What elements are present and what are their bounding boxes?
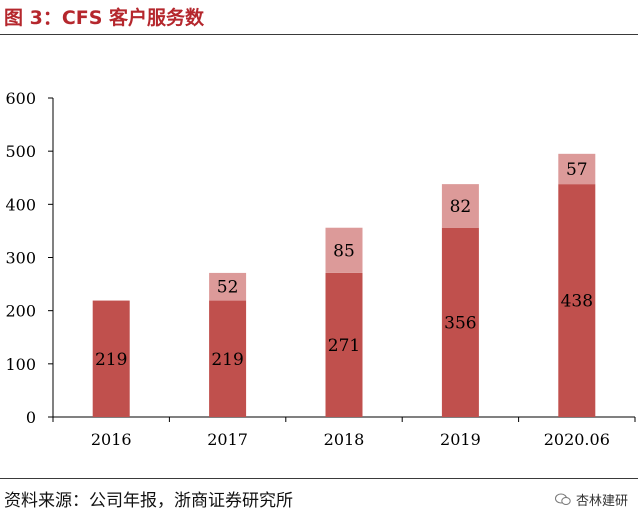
- y-tick-label: 200: [5, 302, 36, 321]
- y-tick-label: 400: [5, 195, 36, 214]
- x-tick-label: 2018: [324, 430, 365, 449]
- y-tick-label: 600: [5, 89, 36, 108]
- bar-increment: [558, 153, 596, 185]
- data-label-increment: 85: [333, 241, 355, 261]
- bar-base: [92, 300, 130, 417]
- stacked-bar-chart: 0 100 200 300 400 500 600 2016 2017 2018 2019 2020…: [5, 89, 636, 449]
- data-label-base: 271: [328, 336, 360, 356]
- watermark: 杏林建研: [554, 490, 628, 509]
- x-tick-label: 2019: [440, 430, 481, 449]
- data-label-increment: 52: [217, 278, 239, 298]
- y-tick-label: 0: [26, 408, 36, 427]
- y-tick-label: 300: [5, 249, 36, 268]
- y-axis: 0 100 200 300 400 500 600: [5, 89, 54, 427]
- x-axis: 2016 2017 2018 2019 2020.06: [52, 416, 636, 449]
- data-label-base: 219: [211, 350, 243, 370]
- y-tick-label: 500: [5, 142, 36, 161]
- figure-title: 图 3：CFS 客户服务数: [4, 7, 205, 29]
- title-divider: [0, 34, 638, 35]
- x-tick-label: 2020.06: [544, 430, 610, 449]
- bar-base: [325, 272, 363, 417]
- data-label-increment: 82: [450, 197, 472, 217]
- bar-increment: [209, 272, 247, 301]
- bar-increment: [325, 227, 363, 273]
- bar-base: [558, 184, 596, 417]
- y-tick-label: 100: [5, 355, 36, 374]
- x-tick-label: 2017: [207, 430, 248, 449]
- bar-base: [441, 227, 479, 417]
- data-label-base: 356: [444, 313, 476, 333]
- wechat-icon: [554, 493, 571, 505]
- bar-base: [209, 300, 247, 417]
- source-note: 资料来源：公司年报，浙商证券研究所: [4, 491, 293, 511]
- data-label-increment: 57: [566, 160, 588, 180]
- data-labels: 219 219 52 271 85 356 82 438 57: [95, 160, 593, 370]
- footer-divider: [0, 478, 638, 479]
- watermark-text: 杏林建研: [575, 494, 628, 509]
- data-label-base: 438: [561, 292, 593, 312]
- bars: [92, 153, 596, 417]
- x-tick-label: 2016: [91, 430, 132, 449]
- data-label-base: 219: [95, 350, 127, 370]
- bar-increment: [441, 184, 479, 228]
